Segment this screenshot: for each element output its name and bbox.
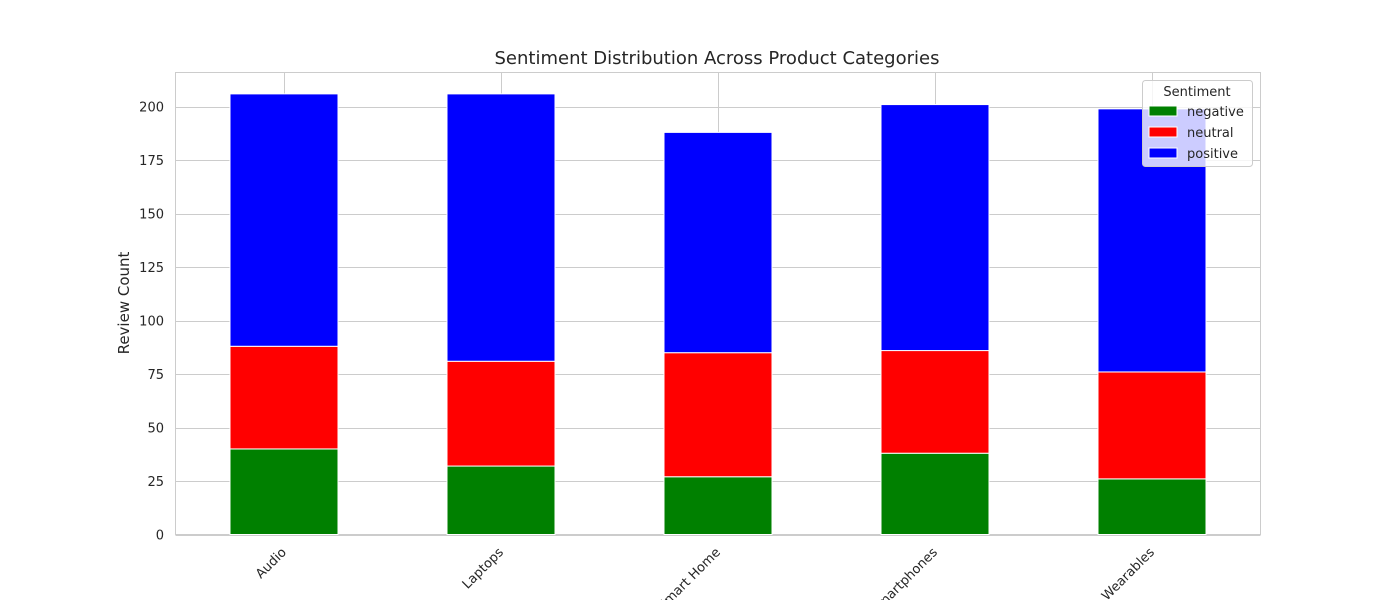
legend-label-positive: positive [1187, 147, 1238, 162]
bar-segment-positive [880, 104, 990, 352]
x-tick-label: Smartphones [869, 545, 941, 600]
legend-swatch-neutral [1148, 126, 1178, 138]
bars [229, 93, 1207, 536]
legend-title: Sentiment [1163, 85, 1230, 100]
y-axis-title: Review Count [115, 251, 133, 354]
x-tick-label: Laptops [460, 545, 507, 592]
bar-segment-positive [663, 131, 773, 354]
bar-segment-positive [446, 93, 556, 362]
bar-segment-positive [229, 93, 339, 347]
bar-segment-negative [663, 476, 773, 535]
legend-label-negative: negative [1187, 105, 1244, 120]
y-tick-label: 75 [147, 368, 164, 383]
legend-label-neutral: neutral [1187, 126, 1234, 141]
chart-title: Sentiment Distribution Across Product Ca… [495, 48, 940, 69]
x-tick-label: Wearables [1099, 545, 1158, 600]
legend-swatch-negative [1148, 105, 1178, 117]
bar-segment-neutral [663, 352, 773, 478]
y-tick-label: 200 [139, 101, 164, 116]
y-tick-label: 175 [139, 154, 164, 169]
legend: Sentiment negative neutral positive [1142, 80, 1253, 167]
y-tick-label: 150 [139, 208, 164, 223]
x-axis-ticks: Audio Laptops Smart Home Smartphones Wearabl… [253, 545, 1158, 600]
bar-segment-neutral [880, 350, 990, 454]
bar-segment-neutral [229, 345, 339, 450]
legend-items: negative neutral positive [1148, 105, 1244, 162]
y-tick-label: 125 [139, 261, 164, 276]
legend-swatch-positive [1148, 147, 1178, 159]
bar-segment-negative [880, 452, 990, 536]
x-tick-label: Smart Home [655, 545, 723, 600]
bar-segment-negative [229, 448, 339, 536]
bar-segment-negative [1097, 478, 1207, 535]
bar-segment-negative [446, 465, 556, 535]
x-tick-label: Audio [253, 545, 290, 582]
y-tick-label: 100 [139, 315, 164, 330]
y-tick-label: 50 [147, 422, 164, 437]
y-tick-label: 25 [147, 475, 164, 490]
bar-segment-neutral [1097, 371, 1207, 480]
y-tick-label: 0 [156, 529, 164, 544]
bar-segment-neutral [446, 360, 556, 467]
legend-frame [1142, 80, 1253, 167]
y-axis-ticks: 0 25 50 75 100 125 150 175 200 [139, 101, 164, 544]
